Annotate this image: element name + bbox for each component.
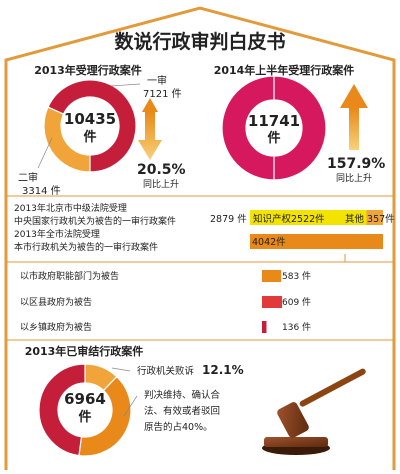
increase-arrow-1	[138, 112, 162, 160]
donut-chart-2014h1	[221, 75, 327, 181]
increase-arrow-1-head	[142, 98, 158, 112]
bottom-chart-title: 2013年已审结行政案件	[25, 344, 144, 358]
leader-line	[110, 83, 141, 87]
increase-arrow-2	[349, 108, 359, 150]
donut3-slice-2	[78, 375, 132, 457]
donut2-center-unit: 件	[267, 130, 280, 146]
sub-bar-3	[262, 321, 267, 333]
sub3-value: 136 件	[282, 321, 311, 333]
donut1-center-unit: 件	[83, 129, 96, 145]
first-instance-label: 一审	[147, 74, 167, 87]
sub1-value: 583 件	[282, 270, 311, 282]
first-instance-value: 7121 件	[143, 88, 182, 100]
row2-title-line2: 本市行政机关为被告的一审行政案件	[14, 241, 158, 253]
leader-line	[37, 137, 53, 169]
donut3-slice-3	[38, 363, 86, 457]
gavel-base-top	[264, 437, 328, 447]
house-frame	[4, 6, 396, 470]
sub-bar-2	[262, 296, 283, 308]
change-2014-label: 同比上升	[336, 172, 372, 184]
lose-label: 行政机关败诉	[137, 365, 195, 377]
uphold-line1: 判决维持、确认合	[144, 389, 221, 401]
sub2-value: 609 件	[282, 296, 311, 308]
left-chart-title: 2013年受理行政案件	[34, 63, 142, 77]
row1-title-line1: 2013年北京市中级法院受理	[14, 202, 127, 214]
page-title: 数说行政审判白皮书	[114, 30, 285, 53]
donut2-slice-1	[221, 75, 327, 181]
donut2-center-number: 11741	[248, 112, 300, 130]
gavel-illustration	[262, 368, 366, 455]
donut3-center-number: 6964	[64, 390, 106, 408]
sub2-label: 以区县政府为被告	[20, 296, 92, 308]
row1-bar	[250, 210, 383, 225]
row2-bar-segment	[250, 234, 383, 249]
donut1-center-number: 10435	[64, 110, 116, 128]
second-instance-value: 3314 件	[22, 185, 61, 197]
sub-bars	[262, 270, 283, 333]
row1-title-line2: 中央国家行政机关为被告的一审行政案件	[14, 215, 176, 227]
row2-title-line1: 2013年全市法院受理	[14, 228, 100, 240]
increase-arrow-2-head	[340, 84, 368, 108]
sub3-label: 以乡镇政府为被告	[20, 321, 92, 333]
row1-other-label: 其他 357件	[345, 213, 395, 225]
uphold-line2: 法、有效或者驳回	[144, 405, 220, 417]
change-2013-label: 同比上升	[143, 178, 179, 190]
donut-chart-concluded	[38, 363, 132, 457]
gavel-handle	[299, 368, 366, 407]
leader-line	[111, 367, 131, 372]
row1-total: 2879 件	[210, 213, 247, 225]
donut-chart-2013	[43, 79, 137, 173]
right-chart-title: 2014年上半年受理行政案件	[214, 63, 355, 77]
row2-value-label: 4042件	[252, 236, 286, 248]
sub-bar-1	[262, 270, 282, 282]
lose-percent: 12.1%	[202, 363, 244, 377]
row1-bar-segment-2	[366, 210, 383, 225]
leader-line	[123, 395, 138, 417]
sub1-label: 以市政府职能部门为被告	[20, 270, 119, 282]
change-2013-value: 20.5%	[137, 162, 186, 178]
donut3-center-unit: 件	[78, 409, 91, 425]
row1-ip-label: 知识产权2522件	[253, 213, 325, 225]
change-2014-value: 157.9%	[327, 156, 385, 172]
donut1-slice-2	[47, 79, 137, 173]
row2-bar	[250, 234, 383, 249]
second-instance-label: 二审	[18, 171, 38, 184]
gavel-head	[277, 402, 309, 438]
row1-bar-segment-1	[250, 210, 367, 225]
uphold-line3: 原告的占40%。	[144, 421, 213, 433]
